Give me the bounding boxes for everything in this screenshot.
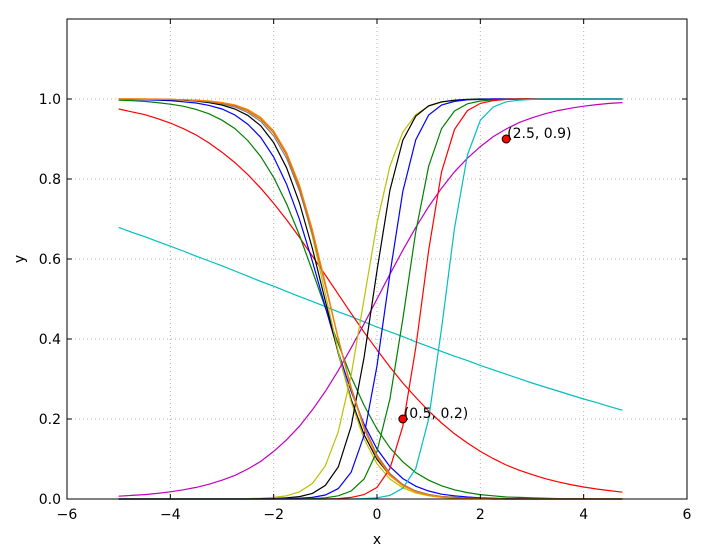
series-line-9 — [118, 98, 623, 500]
annotation-point-1 — [398, 414, 408, 424]
series-line-13 — [118, 98, 623, 500]
series-line-5 — [118, 98, 623, 500]
annotation-point-2 — [501, 134, 511, 144]
x-tick-label: 6 — [683, 507, 692, 523]
y-tick-label: 0.8 — [39, 172, 61, 188]
x-tick-label: −4 — [160, 507, 181, 523]
series-line-16 — [118, 98, 623, 500]
series-line-6 — [118, 98, 623, 500]
y-tick-label: 0.6 — [39, 252, 61, 268]
axis-ticks: −6 −4 −2 0 2 4 6 0.0 0.2 0.4 0.6 0.8 1.0 — [39, 19, 692, 523]
series-line-1 — [118, 226, 623, 411]
series-line-4 — [118, 98, 623, 500]
x-tick-label: 4 — [579, 507, 588, 523]
y-tick-label: 0.4 — [39, 332, 61, 348]
grid — [67, 19, 687, 499]
annotation-label-2: (2.5, 0.9) — [507, 126, 571, 142]
y-tick-label: 0.2 — [39, 412, 61, 428]
annotation-points: (0.5, 0.2) (2.5, 0.9) — [398, 126, 572, 424]
x-tick-label: 2 — [476, 507, 485, 523]
series-line-14 — [118, 98, 623, 500]
series-line-2 — [118, 108, 623, 493]
annotation-label-1: (0.5, 0.2) — [404, 406, 468, 422]
series-layer — [118, 98, 623, 500]
series-line-10 — [118, 98, 623, 500]
series-line-8 — [118, 98, 623, 500]
y-axis-label: y — [12, 255, 28, 263]
series-line-11 — [118, 98, 623, 500]
y-tick-label: 0.0 — [39, 492, 61, 508]
x-tick-label: 0 — [373, 507, 382, 523]
x-axis-label: x — [373, 532, 381, 548]
series-line-15 — [118, 98, 623, 500]
x-tick-label: −2 — [263, 507, 284, 523]
x-tick-label: −6 — [57, 507, 78, 523]
series-line-12 — [118, 98, 623, 500]
series-line-3 — [118, 99, 623, 500]
y-tick-label: 1.0 — [39, 92, 61, 108]
